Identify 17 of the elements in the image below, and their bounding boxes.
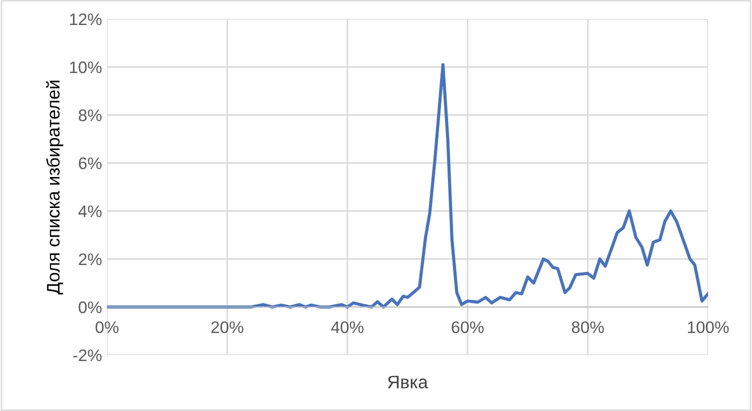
x-tick-label: 40% bbox=[331, 321, 364, 334]
y-tick-label: 6% bbox=[78, 157, 102, 170]
x-tick-label: 0% bbox=[96, 321, 118, 334]
y-tick-label: 2% bbox=[78, 253, 102, 266]
y-axis-title: Доля списка избирателей bbox=[46, 80, 64, 294]
x-tick-label: 60% bbox=[452, 321, 484, 334]
line-series bbox=[107, 63, 708, 309]
y-tick-label: -2% bbox=[73, 349, 102, 362]
x-tick-label: 20% bbox=[211, 321, 244, 334]
y-tick-label: 4% bbox=[78, 205, 102, 218]
x-tick-label: 80% bbox=[572, 321, 604, 334]
y-tick-label: 0% bbox=[78, 301, 102, 314]
x-axis-title: Явка bbox=[388, 376, 428, 388]
y-tick-label: 10% bbox=[70, 61, 102, 74]
y-tick-label: 8% bbox=[78, 109, 102, 122]
y-tick-label: 12% bbox=[70, 13, 102, 26]
x-tick-label: 100% bbox=[688, 321, 729, 334]
